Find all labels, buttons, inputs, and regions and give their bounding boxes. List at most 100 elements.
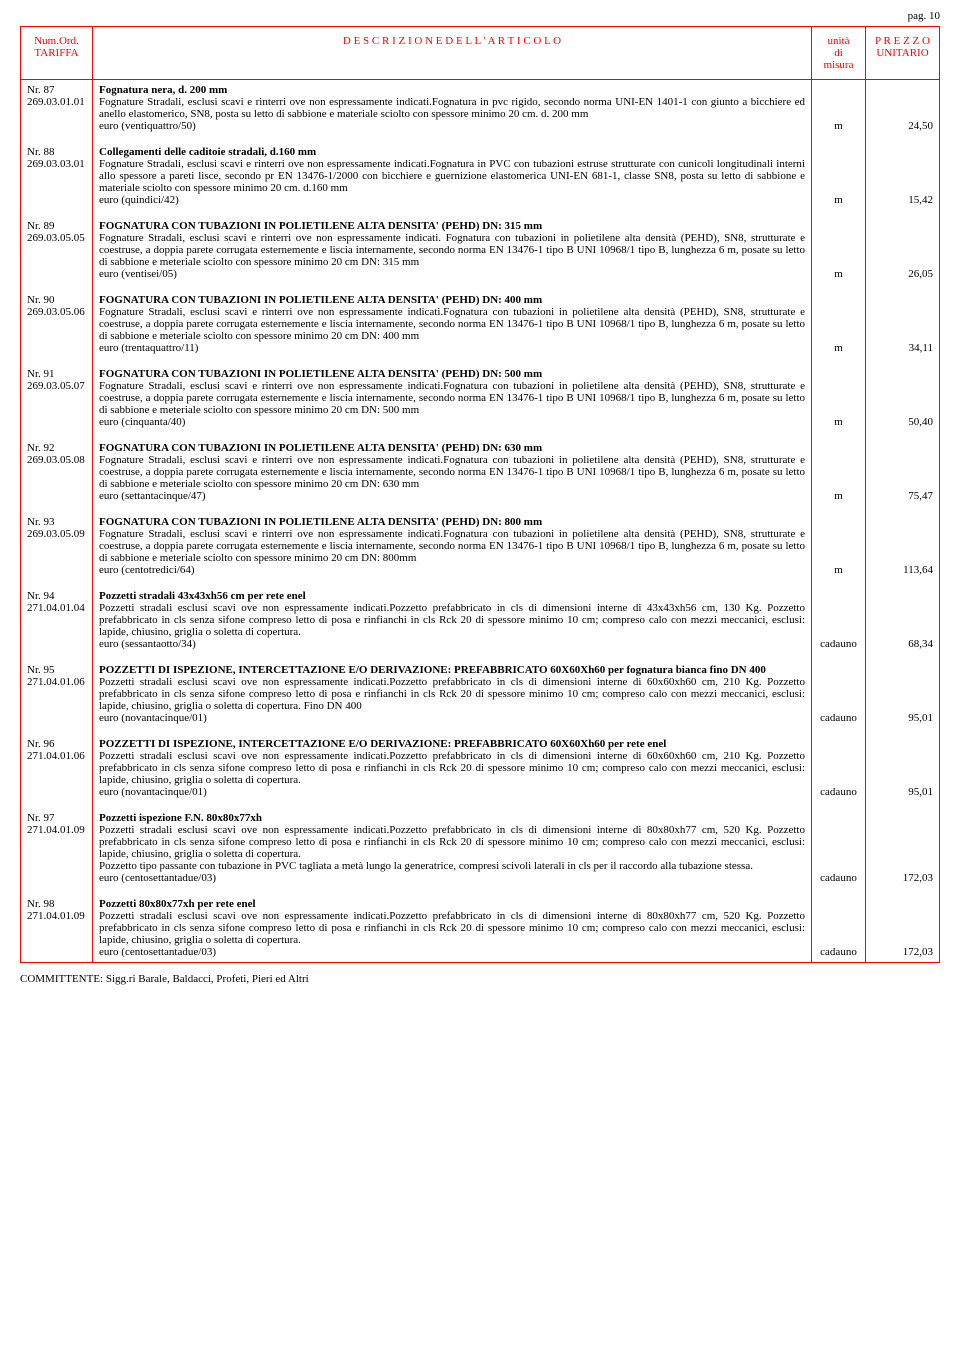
item-body: Fognature Stradali, esclusi scavi e rint… — [99, 528, 805, 564]
desc-block: FOGNATURA CON TUBAZIONI IN POLIETILENE A… — [99, 368, 805, 428]
code-block: Nr. 95271.04.01.06 — [27, 664, 86, 724]
item-title: FOGNATURA CON TUBAZIONI IN POLIETILENE A… — [99, 368, 542, 380]
price-block: 75,47 — [872, 442, 933, 502]
item-title: Pozzetti ispezione F.N. 80x80x77xh — [99, 812, 262, 824]
price-block: 15,42 — [872, 146, 933, 206]
item-body: Pozzetti stradali esclusi scavi ove non … — [99, 676, 805, 712]
item-title: POZZETTI DI ISPEZIONE, INTERCETTAZIONE E… — [99, 738, 666, 750]
header-desc: D E S C R I Z I O N E D E L L ' A R T I … — [93, 27, 812, 80]
item-code: 269.03.03.01 — [27, 158, 86, 170]
item-title: FOGNATURA CON TUBAZIONI IN POLIETILENE A… — [99, 516, 542, 528]
price-block: 172,03 — [872, 898, 933, 958]
unit-value: m — [818, 342, 859, 354]
price-value: 24,50 — [872, 120, 933, 132]
desc-block: Fognatura nera, d. 200 mmFognature Strad… — [99, 84, 805, 132]
item-nr: Nr. 97 — [27, 812, 86, 824]
unit-value: cadauno — [818, 946, 859, 958]
item-code: 269.03.01.01 — [27, 96, 86, 108]
price-table: Num.Ord. TARIFFA D E S C R I Z I O N E D… — [20, 26, 940, 963]
item-code: 269.03.05.07 — [27, 380, 86, 392]
unit-value: cadauno — [818, 638, 859, 650]
code-block: Nr. 91269.03.05.07 — [27, 368, 86, 428]
price-words: euro (ventiquattro/50) — [99, 120, 805, 132]
unit-block: m — [818, 220, 859, 280]
table-body: Nr. 87269.03.01.01 Nr. 88269.03.03.01 Nr. … — [21, 80, 940, 963]
price-block: 50,40 — [872, 368, 933, 428]
desc-block: FOGNATURA CON TUBAZIONI IN POLIETILENE A… — [99, 516, 805, 576]
price-words: euro (centotredici/64) — [99, 564, 805, 576]
unit-block: m — [818, 146, 859, 206]
table-header: Num.Ord. TARIFFA D E S C R I Z I O N E D… — [21, 27, 940, 80]
item-body: Fognature Stradali, esclusi scavi e rint… — [99, 96, 805, 120]
item-nr: Nr. 87 — [27, 84, 86, 96]
price-value: 75,47 — [872, 490, 933, 502]
price-block: 113,64 — [872, 516, 933, 576]
page: pag. 10 Num.Ord. TARIFFA D E S C R I Z I… — [0, 0, 960, 1005]
code-block: Nr. 94271.04.01.04 — [27, 590, 86, 650]
item-nr: Nr. 91 — [27, 368, 86, 380]
desc-block: Pozzetti stradali 43x43xh56 cm per rete … — [99, 590, 805, 650]
item-nr: Nr. 92 — [27, 442, 86, 454]
item-nr: Nr. 93 — [27, 516, 86, 528]
unit-block: m — [818, 84, 859, 132]
item-nr: Nr. 98 — [27, 898, 86, 910]
price-words: euro (ventisei/05) — [99, 268, 805, 280]
price-words: euro (settantacinque/47) — [99, 490, 805, 502]
item-title: Fognatura nera, d. 200 mm — [99, 84, 227, 96]
code-block: Nr. 98271.04.01.09 — [27, 898, 86, 958]
item-body: Fognature Stradali, esclusi scavi e rint… — [99, 380, 805, 416]
price-value: 15,42 — [872, 194, 933, 206]
unit-value: m — [818, 564, 859, 576]
price-block: 26,05 — [872, 220, 933, 280]
price-words: euro (sessantaotto/34) — [99, 638, 805, 650]
header-code: Num.Ord. TARIFFA — [21, 27, 93, 80]
item-title: FOGNATURA CON TUBAZIONI IN POLIETILENE A… — [99, 442, 542, 454]
price-words: euro (trentaquattro/11) — [99, 342, 805, 354]
desc-block: FOGNATURA CON TUBAZIONI IN POLIETILENE A… — [99, 220, 805, 280]
page-number: pag. 10 — [20, 10, 940, 22]
item-body: Pozzetti stradali esclusi scavi ove non … — [99, 750, 805, 786]
code-block: Nr. 96271.04.01.06 — [27, 738, 86, 798]
item-code: 271.04.01.04 — [27, 602, 86, 614]
unit-block: cadauno — [818, 590, 859, 650]
code-block: Nr. 97271.04.01.09 — [27, 812, 86, 884]
item-code: 271.04.01.09 — [27, 910, 86, 922]
item-code: 271.04.01.06 — [27, 750, 86, 762]
unit-block: m — [818, 294, 859, 354]
item-title: FOGNATURA CON TUBAZIONI IN POLIETILENE A… — [99, 294, 542, 306]
header-code-l2: TARIFFA — [34, 47, 78, 59]
item-nr: Nr. 88 — [27, 146, 86, 158]
price-value: 68,34 — [872, 638, 933, 650]
price-words: euro (centosettantadue/03) — [99, 946, 805, 958]
header-price: P R E Z Z O UNITARIO — [866, 27, 940, 80]
price-value: 172,03 — [872, 872, 933, 884]
header-unit-l1: unità — [828, 35, 850, 47]
desc-block: Pozzetti ispezione F.N. 80x80x77xhPozzet… — [99, 812, 805, 884]
item-body: Pozzetti stradali esclusi scavi ove non … — [99, 824, 805, 872]
header-code-l1: Num.Ord. — [34, 35, 79, 47]
item-body: Fognature Stradali, esclusi scavi e rint… — [99, 158, 805, 194]
unit-value: m — [818, 194, 859, 206]
header-unit: unità di misura — [812, 27, 866, 80]
item-nr: Nr. 89 — [27, 220, 86, 232]
item-nr: Nr. 95 — [27, 664, 86, 676]
price-block: 95,01 — [872, 664, 933, 724]
desc-block: Pozzetti 80x80x77xh per rete enelPozzett… — [99, 898, 805, 958]
unit-block: m — [818, 368, 859, 428]
unit-value: m — [818, 416, 859, 428]
unit-value: cadauno — [818, 872, 859, 884]
header-price-l2: UNITARIO — [876, 47, 928, 59]
item-body: Pozzetti stradali esclusi scavi ove non … — [99, 910, 805, 946]
desc-block: FOGNATURA CON TUBAZIONI IN POLIETILENE A… — [99, 294, 805, 354]
price-value: 95,01 — [872, 786, 933, 798]
code-block: Nr. 87269.03.01.01 — [27, 84, 86, 132]
price-words: euro (cinquanta/40) — [99, 416, 805, 428]
item-body: Fognature Stradali, esclusi scavi e rint… — [99, 454, 805, 490]
price-value: 172,03 — [872, 946, 933, 958]
price-block: 24,50 — [872, 84, 933, 132]
price-words: euro (novantacinque/01) — [99, 786, 805, 798]
item-title: FOGNATURA CON TUBAZIONI IN POLIETILENE A… — [99, 220, 542, 232]
desc-block: POZZETTI DI ISPEZIONE, INTERCETTAZIONE E… — [99, 738, 805, 798]
item-code: 269.03.05.05 — [27, 232, 86, 244]
unit-block: m — [818, 516, 859, 576]
